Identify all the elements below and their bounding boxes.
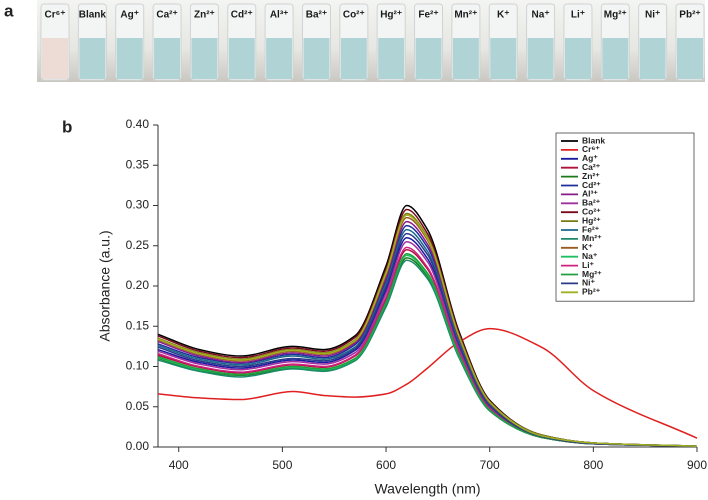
y-tick-label: 0.30 <box>126 198 150 212</box>
vial-label: Zn²⁺ <box>194 10 215 21</box>
vial-liquid <box>490 38 517 79</box>
x-tick-label: 500 <box>272 458 292 472</box>
vial-liquid <box>266 38 293 79</box>
x-tick-label: 400 <box>169 458 189 472</box>
vial-label: K⁺ <box>497 10 510 21</box>
vial-label: Fe²⁺ <box>418 10 438 21</box>
vials: Cr⁶⁺ Blank Ag⁺ Ca²⁺ Zn²⁺ Cd²⁺ Al³⁺ Ba²⁺ Co²⁺ Hg²⁺… <box>40 3 705 81</box>
y-tick-label: 0.20 <box>126 278 150 292</box>
vial-liquid <box>564 38 591 79</box>
vial-label: Blank <box>79 10 107 21</box>
legend-label: Co²⁺ <box>582 206 601 216</box>
y-tick-label: 0.15 <box>126 318 150 332</box>
legend-label: Pb²⁺ <box>582 287 601 297</box>
vial-label: Li⁺ <box>571 10 585 21</box>
legend-label: Mn²⁺ <box>582 233 602 243</box>
legend-label: Ba²⁺ <box>582 198 601 208</box>
legend-label: Al³⁺ <box>582 189 598 199</box>
vial-liquid <box>42 38 68 79</box>
vial-liquid <box>116 38 143 79</box>
vial-label: Mg²⁺ <box>604 10 627 21</box>
vial-label: Cr⁶⁺ <box>45 10 66 21</box>
vial-liquid <box>340 38 367 79</box>
vial-label: Ag⁺ <box>120 10 139 21</box>
series-line <box>157 253 698 447</box>
legend-label: Li⁺ <box>582 260 595 270</box>
vial-label: Na⁺ <box>532 10 550 21</box>
series-line <box>157 327 698 439</box>
vial-label: Co²⁺ <box>343 10 365 21</box>
x-tick-label: 800 <box>583 458 603 472</box>
y-tick-label: 0.00 <box>126 439 150 453</box>
legend-label: Ni⁺ <box>582 278 596 288</box>
legend-label: Ag⁺ <box>582 153 598 163</box>
vial-liquid <box>154 38 181 79</box>
vial-liquid <box>527 38 554 79</box>
legend-label: K⁺ <box>582 242 593 252</box>
legend-label: Fe²⁺ <box>582 224 600 234</box>
y-tick-label: 0.35 <box>126 157 150 171</box>
vial-liquid <box>79 38 106 79</box>
legend-label: Mg²⁺ <box>582 269 602 279</box>
x-tick-label: 900 <box>687 458 707 472</box>
vial-liquid <box>303 38 330 79</box>
legend-label: Ca²⁺ <box>582 162 601 172</box>
vial-liquid <box>415 38 442 79</box>
vial-liquid <box>191 38 218 79</box>
y-tick-label: 0.40 <box>126 117 150 131</box>
vial-liquid <box>228 38 255 79</box>
chart: 0.00 0.05 0.10 0.15 0.20 0.25 0.30 0.35 0.40 400 5… <box>97 117 708 497</box>
series-line <box>157 232 698 447</box>
vial-label: Cd²⁺ <box>231 10 253 21</box>
vial-label: Al³⁺ <box>270 10 289 21</box>
photo <box>37 0 705 82</box>
legend-box <box>555 132 695 302</box>
vial-label: Ba²⁺ <box>306 10 327 21</box>
vial-liquid <box>452 38 479 79</box>
vial-liquid <box>378 38 405 79</box>
panel-label: a <box>4 1 14 20</box>
legend-label: Blank <box>582 135 605 145</box>
x-tick-label: 700 <box>480 458 500 472</box>
vial-liquid <box>639 38 666 79</box>
vial-label: Ni⁺ <box>645 10 660 21</box>
y-tick-label: 0.10 <box>126 359 150 373</box>
legend-label: Hg²⁺ <box>582 215 601 225</box>
legend-label: Cd²⁺ <box>582 180 601 190</box>
vial-liquid <box>677 38 703 79</box>
vial-label: Mn²⁺ <box>454 10 477 21</box>
vial-liquid <box>602 38 629 79</box>
x-tick-label: 600 <box>376 458 396 472</box>
y-tick-label: 0.25 <box>126 238 150 252</box>
legend-label: Na⁺ <box>582 251 598 261</box>
x-axis-title: Wavelength (nm) <box>374 481 480 497</box>
panel-label: b <box>62 117 72 136</box>
vial-label: Ca²⁺ <box>156 10 177 21</box>
legend-label: Cr⁶⁺ <box>582 144 600 154</box>
vial-label: Hg²⁺ <box>380 10 402 21</box>
y-axis-title: Absorbance (a.u.) <box>97 230 113 341</box>
legend-label: Zn²⁺ <box>582 171 600 181</box>
vial-label: Pb²⁺ <box>679 10 700 21</box>
y-tick-label: 0.05 <box>126 399 150 413</box>
series-line <box>157 214 698 447</box>
